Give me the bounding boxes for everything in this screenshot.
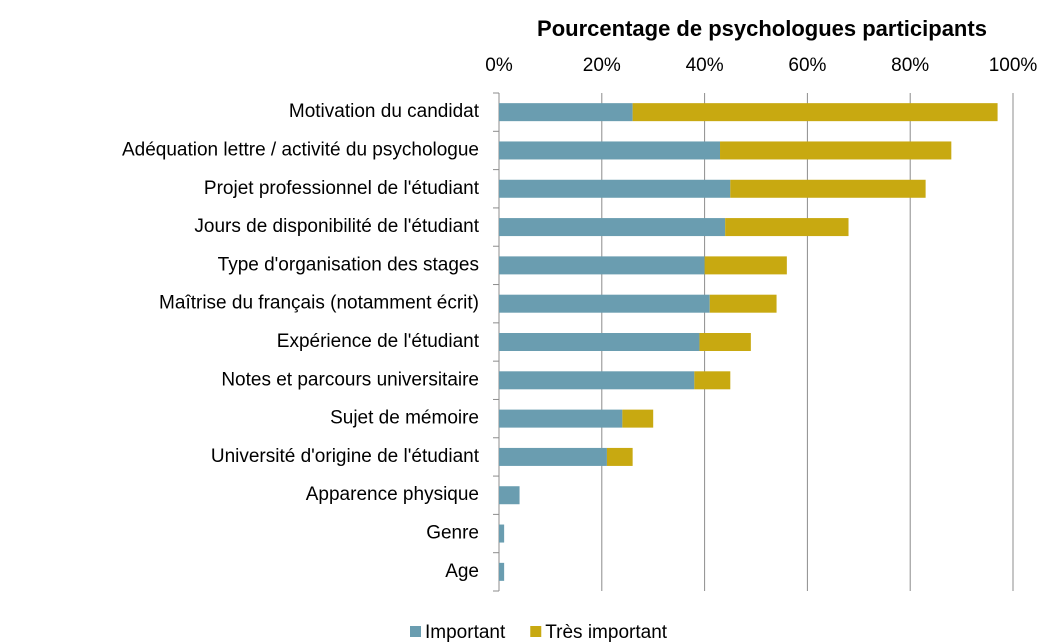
y-tick-label: Université d'origine de l'étudiant <box>211 446 480 467</box>
bar-segment <box>499 371 695 390</box>
bar-segment <box>709 294 777 313</box>
x-tick-label: 40% <box>686 55 724 76</box>
bar-segment <box>499 524 505 543</box>
bar-segment <box>622 409 654 428</box>
bar-segment <box>699 333 751 351</box>
bar-segment <box>499 409 623 428</box>
bar-segment <box>499 103 633 122</box>
y-tick-label: Sujet de mémoire <box>330 408 479 429</box>
bar-segment <box>499 179 731 198</box>
bar-segment <box>704 256 787 275</box>
y-tick-label: Type d'organisation des stages <box>218 254 479 275</box>
x-tick-label: 0% <box>485 55 513 76</box>
bar-segment <box>632 103 998 122</box>
x-tick-label: 20% <box>583 55 621 76</box>
legend-label: Important <box>425 622 506 643</box>
y-tick-label: Adéquation lettre / activité du psycholo… <box>122 139 479 160</box>
bar-segment <box>720 141 952 160</box>
y-tick-label: Apparence physique <box>306 484 479 505</box>
y-tick-label: Jours de disponibilité de l'étudiant <box>194 216 479 237</box>
y-tick-label: Projet professionnel de l'étudiant <box>204 178 480 199</box>
bar-segment <box>725 218 849 237</box>
bar-segment <box>606 447 633 466</box>
legend-label: Très important <box>545 622 667 643</box>
bar-segment <box>499 333 700 351</box>
x-tick-label: 80% <box>891 55 929 76</box>
bar-segment <box>499 218 726 237</box>
y-tick-label: Expérience de l'étudiant <box>277 331 480 352</box>
chart-title: Pourcentage de psychologues participants <box>537 16 987 41</box>
bar-segment <box>499 562 505 581</box>
legend-swatch <box>530 626 542 637</box>
bar-segment <box>499 141 721 160</box>
bar-segment <box>499 294 710 313</box>
y-tick-label: Age <box>445 561 479 582</box>
y-tick-label: Genre <box>426 523 479 544</box>
bar-segment <box>499 447 607 466</box>
y-tick-label: Notes et parcours universitaire <box>221 369 479 390</box>
bar-segment <box>730 179 926 198</box>
bar-segment <box>499 256 705 275</box>
bar-segment <box>694 371 731 390</box>
bar-segment <box>499 486 520 505</box>
y-tick-label: Motivation du candidat <box>289 101 480 122</box>
legend-swatch <box>410 626 421 637</box>
y-tick-label: Maîtrise du français (notamment écrit) <box>159 293 479 314</box>
x-tick-label: 100% <box>989 55 1038 76</box>
x-tick-label: 60% <box>788 55 826 76</box>
